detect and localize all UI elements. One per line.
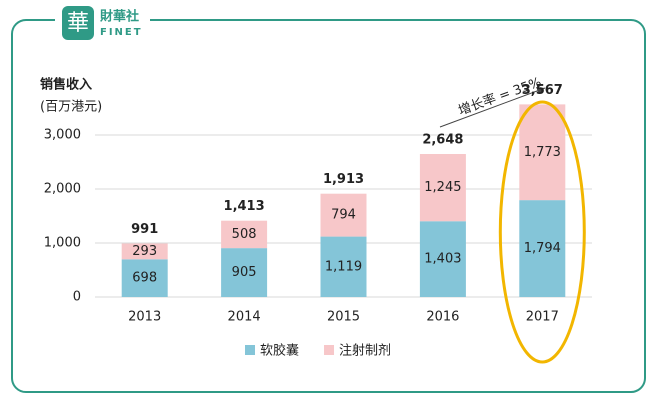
data-label: 794 — [331, 208, 356, 223]
total-label: 1,913 — [323, 172, 364, 187]
annotation-arrow — [439, 87, 546, 128]
data-label: 1,403 — [424, 252, 461, 267]
logo-mark: 華 — [67, 11, 89, 36]
x-tick-label: 2014 — [228, 310, 261, 325]
bar-segment — [419, 221, 466, 297]
total-label: 2,648 — [422, 133, 463, 148]
bar-segment — [221, 220, 268, 249]
x-tick-label: 2013 — [128, 310, 161, 325]
bar-segment — [419, 154, 466, 222]
y-tick-label: 2,000 — [44, 182, 81, 197]
bar-segment — [320, 193, 367, 237]
data-label: 1,794 — [524, 241, 561, 256]
bar-segment — [121, 259, 168, 297]
y-title: 销售收入 — [40, 77, 92, 93]
data-label: 698 — [132, 271, 157, 286]
data-label: 1,245 — [424, 180, 461, 195]
frame — [11, 19, 646, 393]
logo-mark-bg — [62, 6, 94, 40]
logo-name: 財華社 — [99, 9, 139, 25]
x-tick-label: 2016 — [426, 310, 459, 325]
total-label: 3,567 — [522, 83, 563, 98]
x-tick-label: 2017 — [526, 310, 559, 325]
bar-segment — [519, 104, 566, 201]
highlight-ellipse — [498, 100, 586, 364]
annotation-arrowhead — [536, 87, 545, 94]
bar-segment — [221, 248, 268, 297]
data-label: 508 — [232, 227, 257, 242]
data-label: 293 — [132, 244, 157, 259]
total-label: 1,413 — [224, 199, 265, 214]
bar-segment — [320, 236, 367, 297]
bar-segment — [121, 243, 168, 260]
legend-label: 注射制剂 — [339, 343, 391, 359]
y-unit: (百万港元) — [40, 100, 102, 115]
y-tick-label: 1,000 — [44, 236, 81, 251]
legend-swatch — [324, 345, 335, 355]
data-label: 1,119 — [325, 259, 362, 274]
data-label: 1,773 — [524, 145, 561, 160]
legend-swatch — [245, 345, 255, 355]
data-label: 905 — [232, 265, 257, 280]
legend-label: 软胶囊 — [260, 343, 299, 359]
y-tick-label: 3,000 — [44, 128, 81, 143]
total-label: 991 — [131, 222, 158, 237]
bar-segment — [519, 200, 566, 297]
y-tick-label: 0 — [73, 290, 81, 305]
logo-latin: FINET — [100, 27, 143, 38]
x-tick-label: 2015 — [327, 310, 360, 325]
